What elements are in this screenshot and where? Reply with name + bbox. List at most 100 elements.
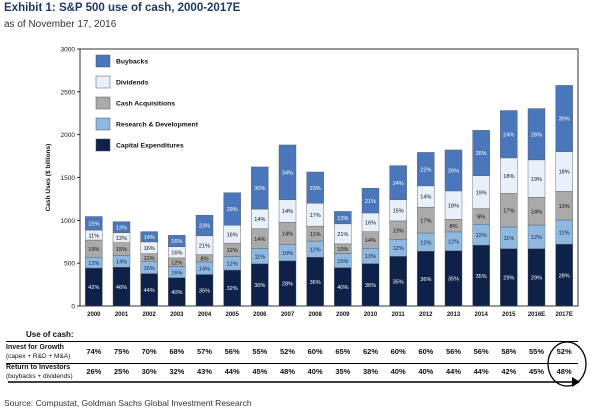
bar-data-label: 14% bbox=[254, 237, 265, 243]
bar-data-label: 12% bbox=[448, 240, 459, 246]
return-to-investors-value: 45% bbox=[252, 367, 268, 376]
legend-label: Cash Acquisitions bbox=[116, 101, 175, 108]
table-divider-mid bbox=[6, 363, 578, 364]
x-tick-label: 2003 bbox=[170, 312, 184, 318]
bar-segment bbox=[140, 231, 158, 243]
bar-data-label: 36% bbox=[420, 277, 431, 283]
bar-data-label: 11% bbox=[503, 236, 514, 242]
bar-data-label: 13% bbox=[393, 228, 404, 234]
bar-data-label: 14% bbox=[199, 266, 210, 272]
x-tick-label: 2017E bbox=[555, 312, 572, 318]
x-tick-label: 2015 bbox=[502, 312, 516, 318]
bar-data-label: 16% bbox=[171, 250, 182, 256]
y-tick-label: 500 bbox=[64, 261, 75, 268]
return-to-investors-value: 48% bbox=[556, 367, 572, 376]
bar-data-label: 40% bbox=[171, 290, 182, 296]
source-note: Source: Compustat, Goldman Sachs Global … bbox=[4, 398, 252, 408]
bar-data-label: 14% bbox=[282, 209, 293, 215]
bar-data-label: 29% bbox=[227, 207, 238, 213]
bar-data-label: 14% bbox=[531, 209, 542, 215]
return-to-investors-value: 40% bbox=[307, 367, 323, 376]
bar-data-label: 16% bbox=[171, 270, 182, 276]
return-to-investors-value: 44% bbox=[224, 367, 240, 376]
invest-for-growth-value: 57% bbox=[196, 347, 212, 356]
bar-data-label: 17% bbox=[503, 208, 514, 214]
bar-data-label: 14% bbox=[254, 217, 265, 223]
bar-data-label: 30% bbox=[254, 283, 265, 289]
bar-data-label: 10% bbox=[337, 247, 348, 253]
return-to-investors-value: 35% bbox=[335, 367, 351, 376]
bar-segment bbox=[472, 130, 490, 176]
legend-swatch bbox=[95, 54, 111, 68]
bar-data-label: 16% bbox=[365, 221, 376, 227]
bar-data-label: 12% bbox=[420, 240, 431, 246]
return-to-investors-value: 44% bbox=[445, 367, 461, 376]
y-tick-label: 1000 bbox=[61, 218, 76, 225]
bar-data-label: 12% bbox=[476, 233, 487, 239]
bar-segment bbox=[85, 216, 103, 231]
bar-data-label: 28% bbox=[282, 282, 293, 288]
use-of-cash-heading: Use of cash: bbox=[26, 330, 74, 339]
use-of-cash-table: Use of cash: Invest for Growth (capex + … bbox=[0, 330, 600, 390]
legend-label: Buybacks bbox=[116, 59, 148, 66]
bar-data-label: 12% bbox=[116, 236, 127, 242]
x-tick-label: 2007 bbox=[281, 312, 295, 318]
bar-data-label: 17% bbox=[310, 213, 321, 219]
y-tick-label: 3000 bbox=[61, 47, 76, 54]
x-tick-label: 2013 bbox=[447, 312, 461, 318]
invest-for-growth-value: 56% bbox=[224, 347, 240, 356]
x-tick-label: 2012 bbox=[419, 312, 433, 318]
bar-data-label: 14% bbox=[282, 232, 293, 238]
bar-data-label: 30% bbox=[254, 186, 265, 192]
y-tick-label: 2500 bbox=[61, 89, 76, 96]
chart-title: Exhibit 1: S&P 500 use of cash, 2000-201… bbox=[4, 2, 241, 14]
invest-for-growth-sublabel: (capex + R&D + M&A) bbox=[6, 353, 71, 360]
invest-for-growth-value: 68% bbox=[169, 347, 185, 356]
invest-for-growth-value: 52% bbox=[279, 347, 295, 356]
bar-segment bbox=[527, 108, 546, 161]
bar-data-label: 15% bbox=[337, 259, 348, 265]
bar-segment bbox=[195, 214, 214, 237]
return-to-investors-value: 26% bbox=[86, 367, 102, 376]
bar-data-label: 26% bbox=[531, 132, 542, 138]
bar-data-label: 19% bbox=[476, 190, 487, 196]
bar-data-label: 13% bbox=[337, 216, 348, 222]
chart-subtitle: as of November 17, 2016 bbox=[4, 19, 117, 30]
bar-data-label: 11% bbox=[144, 256, 155, 262]
bar-data-label: 23% bbox=[199, 224, 210, 230]
invest-for-growth-value: 65% bbox=[335, 347, 351, 356]
bar-data-label: 19% bbox=[531, 177, 542, 183]
bar-data-label: 11% bbox=[310, 232, 321, 238]
bar-data-label: 12% bbox=[88, 261, 99, 267]
bar-data-label: 15% bbox=[88, 222, 99, 228]
bar-data-label: 8% bbox=[200, 257, 208, 263]
bar-data-label: 30% bbox=[559, 117, 570, 123]
bar-data-label: 26% bbox=[448, 169, 459, 175]
invest-for-growth-value: 56% bbox=[473, 347, 489, 356]
bar-data-label: 15% bbox=[393, 208, 404, 214]
trend-arrow-overlay bbox=[8, 377, 580, 387]
bar-segment bbox=[278, 144, 297, 200]
bar-data-label: 24% bbox=[393, 181, 404, 187]
bar-data-label: 16% bbox=[144, 266, 155, 272]
highlight-circle-overlay bbox=[547, 341, 587, 387]
bar-data-label: 13% bbox=[365, 254, 376, 260]
bar-segment bbox=[334, 211, 352, 225]
bar-segment bbox=[306, 171, 324, 204]
return-to-investors-value: 45% bbox=[528, 367, 544, 376]
bar-data-label: 24% bbox=[503, 132, 514, 138]
bar-data-label: 11% bbox=[559, 230, 570, 236]
bar-data-label: 42% bbox=[88, 285, 99, 291]
invest-for-growth-value: 75% bbox=[113, 347, 129, 356]
bar-data-label: 10% bbox=[282, 251, 293, 257]
bar-data-label: 11% bbox=[88, 233, 99, 239]
bar-data-label: 29% bbox=[531, 276, 542, 282]
bar-data-label: 21% bbox=[365, 199, 376, 205]
x-tick-label: 2009 bbox=[336, 312, 350, 318]
legend-swatch bbox=[95, 138, 111, 152]
bar-segment bbox=[361, 188, 380, 214]
stacked-bar-chart: 0 500 1000 1500 2000 2500 3000 Cash Uses ($ bil… bbox=[45, 47, 579, 318]
bar-data-label: 13% bbox=[116, 225, 127, 231]
x-tick-label: 2005 bbox=[225, 312, 239, 318]
x-tick-label: 2000 bbox=[87, 312, 101, 318]
